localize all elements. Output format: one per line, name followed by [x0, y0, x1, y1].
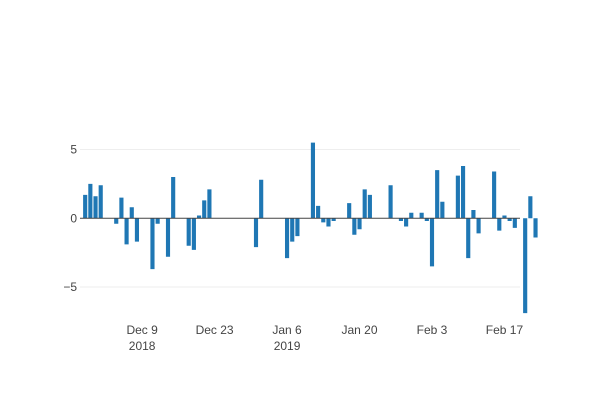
- bar: [196, 215, 202, 219]
- bar: [440, 201, 445, 219]
- bar: [507, 218, 512, 221]
- bar: [253, 218, 259, 248]
- bar: [191, 218, 196, 250]
- bar: [93, 196, 98, 219]
- bar: [114, 218, 119, 224]
- x-tick-year-label: 2019: [274, 339, 301, 353]
- gridlines: [80, 149, 520, 288]
- x-tick-label: Feb 17: [486, 323, 524, 337]
- bar: [466, 218, 471, 259]
- bar: [460, 166, 466, 219]
- x-tick-label: Feb 3: [417, 323, 448, 337]
- bar: [295, 218, 300, 237]
- bar: [367, 194, 372, 219]
- bar: [310, 142, 316, 219]
- bar: [388, 185, 393, 219]
- x-tick-label: Dec 9: [126, 323, 158, 337]
- bar: [98, 185, 103, 219]
- bar: [512, 218, 517, 228]
- x-tick-year-label: 2018: [129, 339, 156, 353]
- bar: [284, 218, 290, 259]
- bar: [409, 212, 414, 219]
- bar: [321, 218, 326, 223]
- bar: [88, 183, 93, 219]
- bar: [404, 218, 409, 227]
- bar: [331, 218, 336, 221]
- bar: [202, 200, 207, 219]
- bar: [316, 205, 321, 219]
- bar: [326, 218, 331, 227]
- bar: [186, 218, 191, 246]
- bar: [533, 218, 538, 238]
- bar: [352, 218, 357, 235]
- bar: [398, 218, 404, 221]
- bar: [347, 203, 352, 219]
- bar: [476, 218, 481, 234]
- x-tick-label: Jan 6: [272, 323, 302, 337]
- bar: [129, 207, 134, 219]
- x-tick-label: Jan 20: [342, 323, 378, 337]
- bar: [419, 212, 424, 219]
- bar: [165, 218, 171, 257]
- bar: [471, 210, 476, 219]
- bar: [119, 197, 124, 219]
- bar: [290, 218, 295, 242]
- bar: [150, 218, 155, 270]
- y-tick-label: −5: [63, 280, 77, 294]
- bar: [259, 179, 264, 219]
- bar: [134, 218, 140, 242]
- bar: [528, 196, 533, 219]
- bar: [497, 218, 502, 231]
- bar: [155, 218, 160, 224]
- bar: [492, 171, 497, 219]
- bar: [435, 170, 440, 219]
- bar: [523, 218, 528, 314]
- bar: [429, 218, 435, 267]
- y-tick-label: 5: [70, 143, 77, 157]
- bar: [357, 218, 362, 230]
- axes: 5 0 −5 Dec 9 2018 Dec 23 Jan 6 2019 Jan 20 Feb 3 F…: [63, 143, 523, 354]
- bar: [207, 189, 212, 219]
- bar: [124, 218, 129, 245]
- bar: [83, 194, 88, 219]
- bar: [362, 189, 367, 219]
- bar: [171, 177, 176, 219]
- y-tick-label: 0: [70, 211, 77, 225]
- bar: [455, 175, 460, 219]
- x-tick-label: Dec 23: [196, 323, 234, 337]
- bar: [424, 218, 429, 221]
- bars: [83, 142, 538, 314]
- bar: [502, 215, 507, 219]
